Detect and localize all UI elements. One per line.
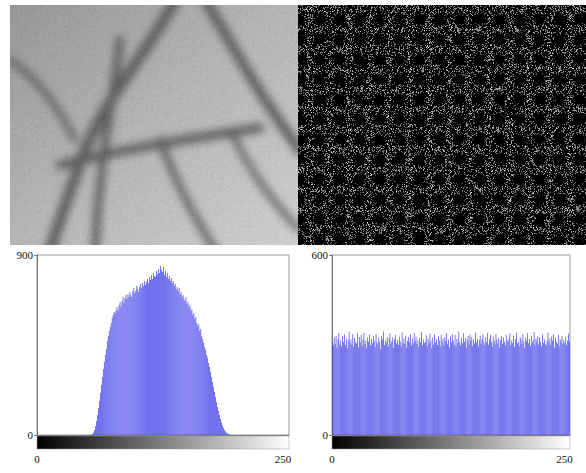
- svg-text:0: 0: [329, 453, 335, 465]
- svg-text:0: 0: [34, 453, 40, 465]
- svg-text:900: 900: [17, 249, 34, 261]
- svg-text:0: 0: [28, 429, 34, 441]
- svg-text:0: 0: [323, 429, 329, 441]
- svg-text:250: 250: [275, 453, 292, 465]
- svg-text:250: 250: [556, 453, 573, 465]
- svg-text:600: 600: [312, 249, 329, 261]
